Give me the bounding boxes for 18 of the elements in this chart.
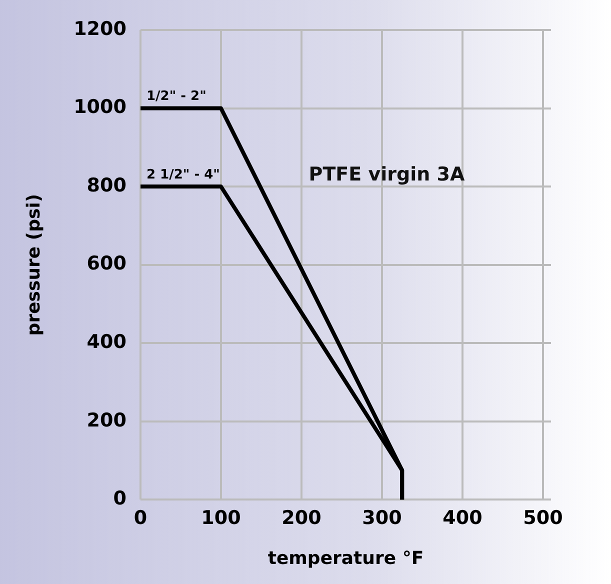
series-label: 1/2" - 2" <box>146 89 206 104</box>
x-tick-label: 100 <box>201 506 241 529</box>
x-axis-title: temperature °F <box>268 548 424 569</box>
x-tick-label: 0 <box>134 506 148 529</box>
y-tick-label: 1200 <box>74 18 126 40</box>
y-tick-label: 400 <box>86 331 126 354</box>
x-tick-label: 500 <box>523 506 563 529</box>
y-tick-label: 0 <box>113 488 126 510</box>
y-tick-label: 200 <box>86 409 126 432</box>
annotation: PTFE virgin 3A <box>308 163 465 186</box>
y-tick-label: 600 <box>86 252 126 275</box>
x-tick-label: 200 <box>282 506 322 529</box>
series-label: 2 1/2" - 4" <box>146 167 220 182</box>
x-tick-label: 300 <box>362 506 402 529</box>
x-tick-label: 400 <box>442 506 482 529</box>
y-tick-label: 800 <box>86 174 126 196</box>
y-tick-label: 1000 <box>74 96 126 118</box>
y-axis-title: pressure (psi) <box>23 194 44 336</box>
